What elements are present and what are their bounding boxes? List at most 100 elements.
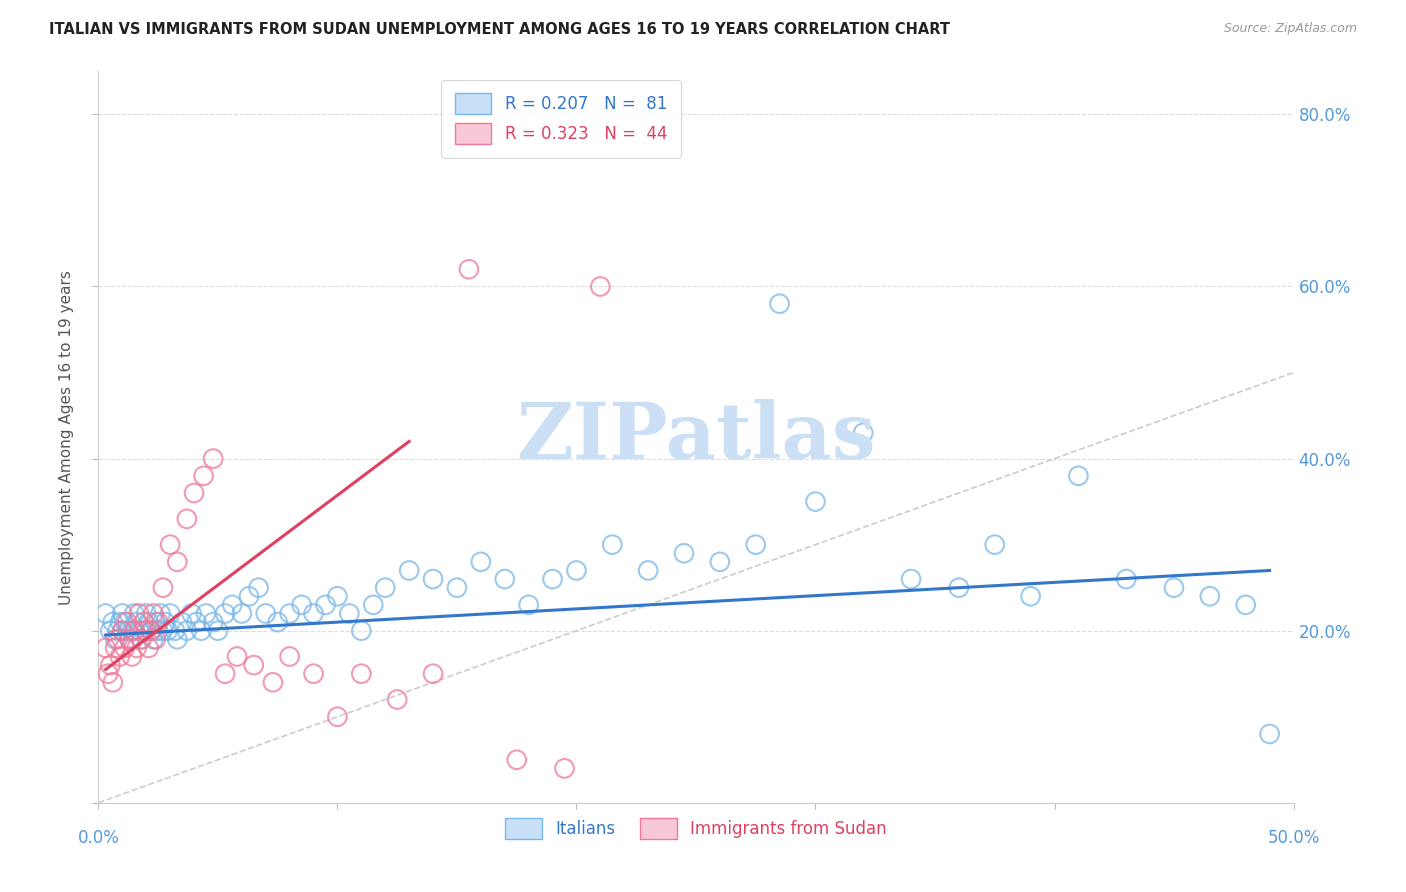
Text: 0.0%: 0.0% [77, 829, 120, 847]
Text: ITALIAN VS IMMIGRANTS FROM SUDAN UNEMPLOYMENT AMONG AGES 16 TO 19 YEARS CORRELAT: ITALIAN VS IMMIGRANTS FROM SUDAN UNEMPLO… [49, 22, 950, 37]
Point [104, 640, 127, 655]
Point [131, 632, 153, 647]
Point [115, 615, 138, 629]
Point [139, 624, 162, 638]
Point [159, 607, 181, 621]
Point [243, 658, 266, 673]
Point [948, 581, 970, 595]
Point [145, 632, 167, 647]
Point [118, 632, 141, 647]
Point [673, 546, 696, 560]
Point [339, 607, 361, 621]
Point [107, 624, 129, 638]
Text: 50.0%: 50.0% [1267, 829, 1320, 847]
Point [709, 555, 731, 569]
Point [637, 564, 659, 578]
Point [214, 607, 236, 621]
Point [350, 666, 373, 681]
Point [163, 624, 186, 638]
Point [202, 451, 225, 466]
Point [135, 624, 157, 638]
Point [1019, 589, 1042, 603]
Point [121, 649, 143, 664]
Point [180, 607, 202, 621]
Point [186, 615, 208, 629]
Point [214, 666, 236, 681]
Point [118, 632, 141, 647]
Point [124, 607, 146, 621]
Point [145, 615, 167, 629]
Point [138, 640, 160, 655]
Point [152, 624, 174, 638]
Point [195, 607, 218, 621]
Point [804, 494, 827, 508]
Point [107, 632, 129, 647]
Point [254, 607, 277, 621]
Point [494, 572, 516, 586]
Point [422, 572, 444, 586]
Point [166, 632, 188, 647]
Point [176, 512, 198, 526]
Point [190, 624, 212, 638]
Point [156, 624, 179, 638]
Point [176, 624, 198, 638]
Point [202, 615, 225, 629]
Point [267, 615, 290, 629]
Point [149, 607, 172, 621]
Point [350, 624, 373, 638]
Point [125, 640, 148, 655]
Point [768, 296, 790, 310]
Point [142, 607, 165, 621]
Point [108, 615, 131, 629]
Point [111, 624, 134, 638]
Point [97, 666, 120, 681]
Point [132, 615, 155, 629]
Point [114, 640, 136, 655]
Point [1199, 589, 1222, 603]
Point [900, 572, 922, 586]
Point [745, 538, 768, 552]
Point [148, 624, 170, 638]
Point [152, 581, 174, 595]
Point [262, 675, 284, 690]
Point [247, 581, 270, 595]
Point [138, 615, 160, 629]
Point [541, 572, 564, 586]
Point [1115, 572, 1137, 586]
Point [984, 538, 1007, 552]
Point [142, 632, 165, 647]
Point [231, 607, 253, 621]
Point [302, 607, 325, 621]
Point [148, 615, 170, 629]
Y-axis label: Unemployment Among Ages 16 to 19 years: Unemployment Among Ages 16 to 19 years [59, 269, 75, 605]
Point [278, 649, 301, 664]
Point [326, 589, 349, 603]
Point [121, 624, 143, 638]
Text: Source: ZipAtlas.com: Source: ZipAtlas.com [1223, 22, 1357, 36]
Point [94, 607, 117, 621]
Point [124, 624, 146, 638]
Point [193, 468, 215, 483]
Point [1234, 598, 1257, 612]
Point [446, 581, 468, 595]
Point [125, 615, 148, 629]
Point [1258, 727, 1281, 741]
Point [602, 538, 624, 552]
Point [172, 615, 194, 629]
Point [135, 607, 157, 621]
Point [565, 564, 588, 578]
Point [101, 615, 124, 629]
Point [155, 615, 177, 629]
Point [111, 624, 134, 638]
Point [139, 624, 162, 638]
Point [132, 624, 155, 638]
Point [108, 649, 131, 664]
Point [98, 624, 122, 638]
Point [238, 589, 260, 603]
Point [589, 279, 612, 293]
Point [385, 692, 409, 706]
Point [128, 624, 150, 638]
Point [131, 632, 153, 647]
Point [1067, 468, 1090, 483]
Point [98, 658, 122, 673]
